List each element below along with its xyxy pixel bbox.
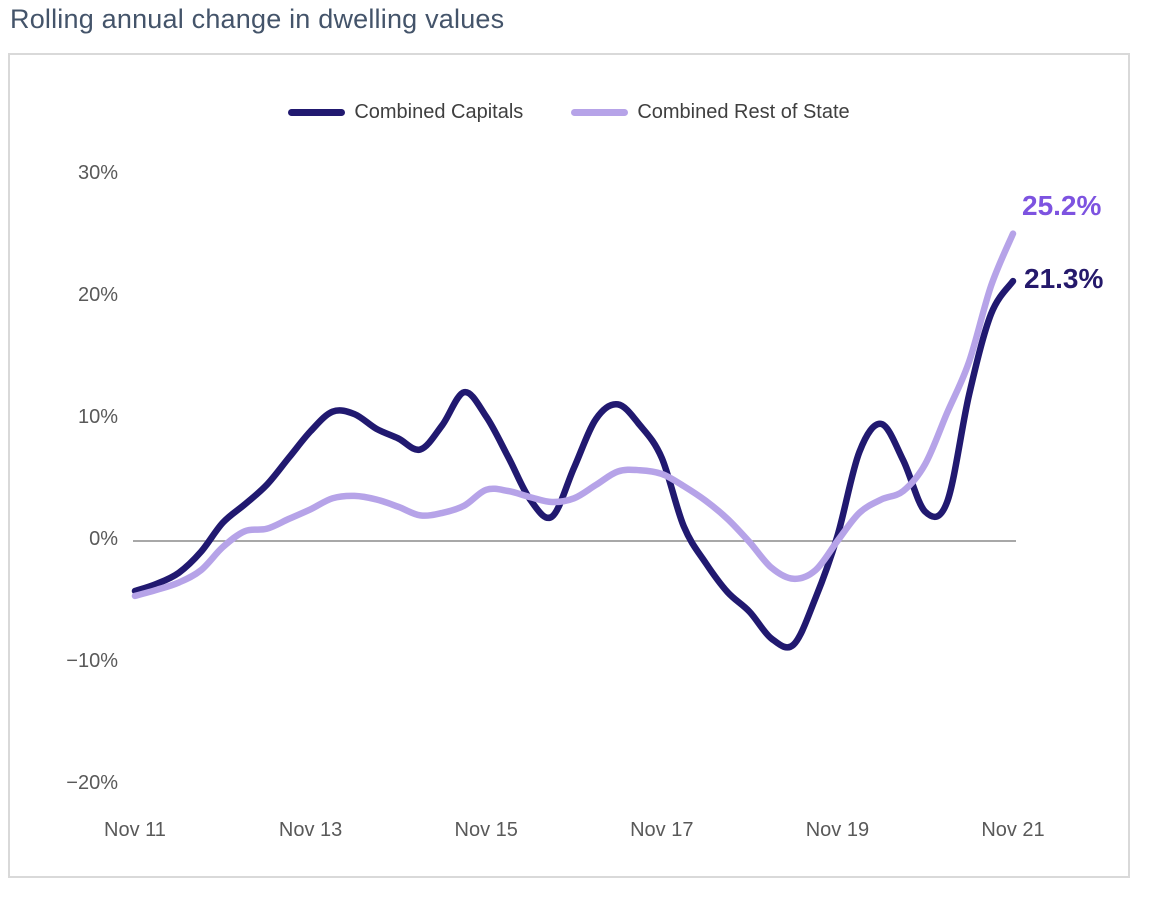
legend-label-combined-capitals: Combined Capitals	[354, 101, 524, 123]
legend-label-combined-rest-of-state: Combined Rest of State	[637, 101, 850, 123]
y-tick-label: 10%	[77, 406, 118, 428]
series-line-combined-capitals	[131, 277, 1017, 651]
legend-swatch-combined-rest-of-state	[571, 109, 629, 116]
legend-item-combined-rest-of-state: Combined Rest of State	[571, 101, 850, 124]
legend-item-combined-capitals: Combined Capitals	[288, 101, 523, 124]
x-tick-label: Nov 11	[104, 819, 166, 841]
chart-panel: Combined Capitals Combined Rest of State…	[8, 53, 1130, 878]
x-tick-label: Nov 19	[805, 819, 870, 841]
x-tick-label: Nov 21	[981, 819, 1045, 841]
line-chart-plot-area	[131, 230, 1017, 651]
y-tick-label: −20%	[66, 772, 118, 794]
x-tick-label: Nov 13	[278, 819, 343, 841]
y-tick-label: −10%	[66, 650, 118, 672]
y-tick-label: 0%	[89, 528, 118, 550]
end-value-label-combined-capitals: 21.3%	[1024, 263, 1104, 295]
series-line-combined-rest-of-state	[131, 230, 1017, 600]
end-value-label-combined-rest-of-state: 25.2%	[1022, 189, 1102, 221]
x-tick-label: Nov 15	[454, 819, 518, 841]
y-tick-label: 20%	[77, 284, 118, 306]
legend-swatch-combined-capitals	[288, 109, 346, 116]
chart-title: Rolling annual change in dwelling values	[10, 4, 505, 34]
chart-legend: Combined Capitals Combined Rest of State	[10, 101, 1128, 124]
y-tick-label: 30%	[77, 162, 118, 184]
x-tick-label: Nov 17	[630, 819, 694, 841]
